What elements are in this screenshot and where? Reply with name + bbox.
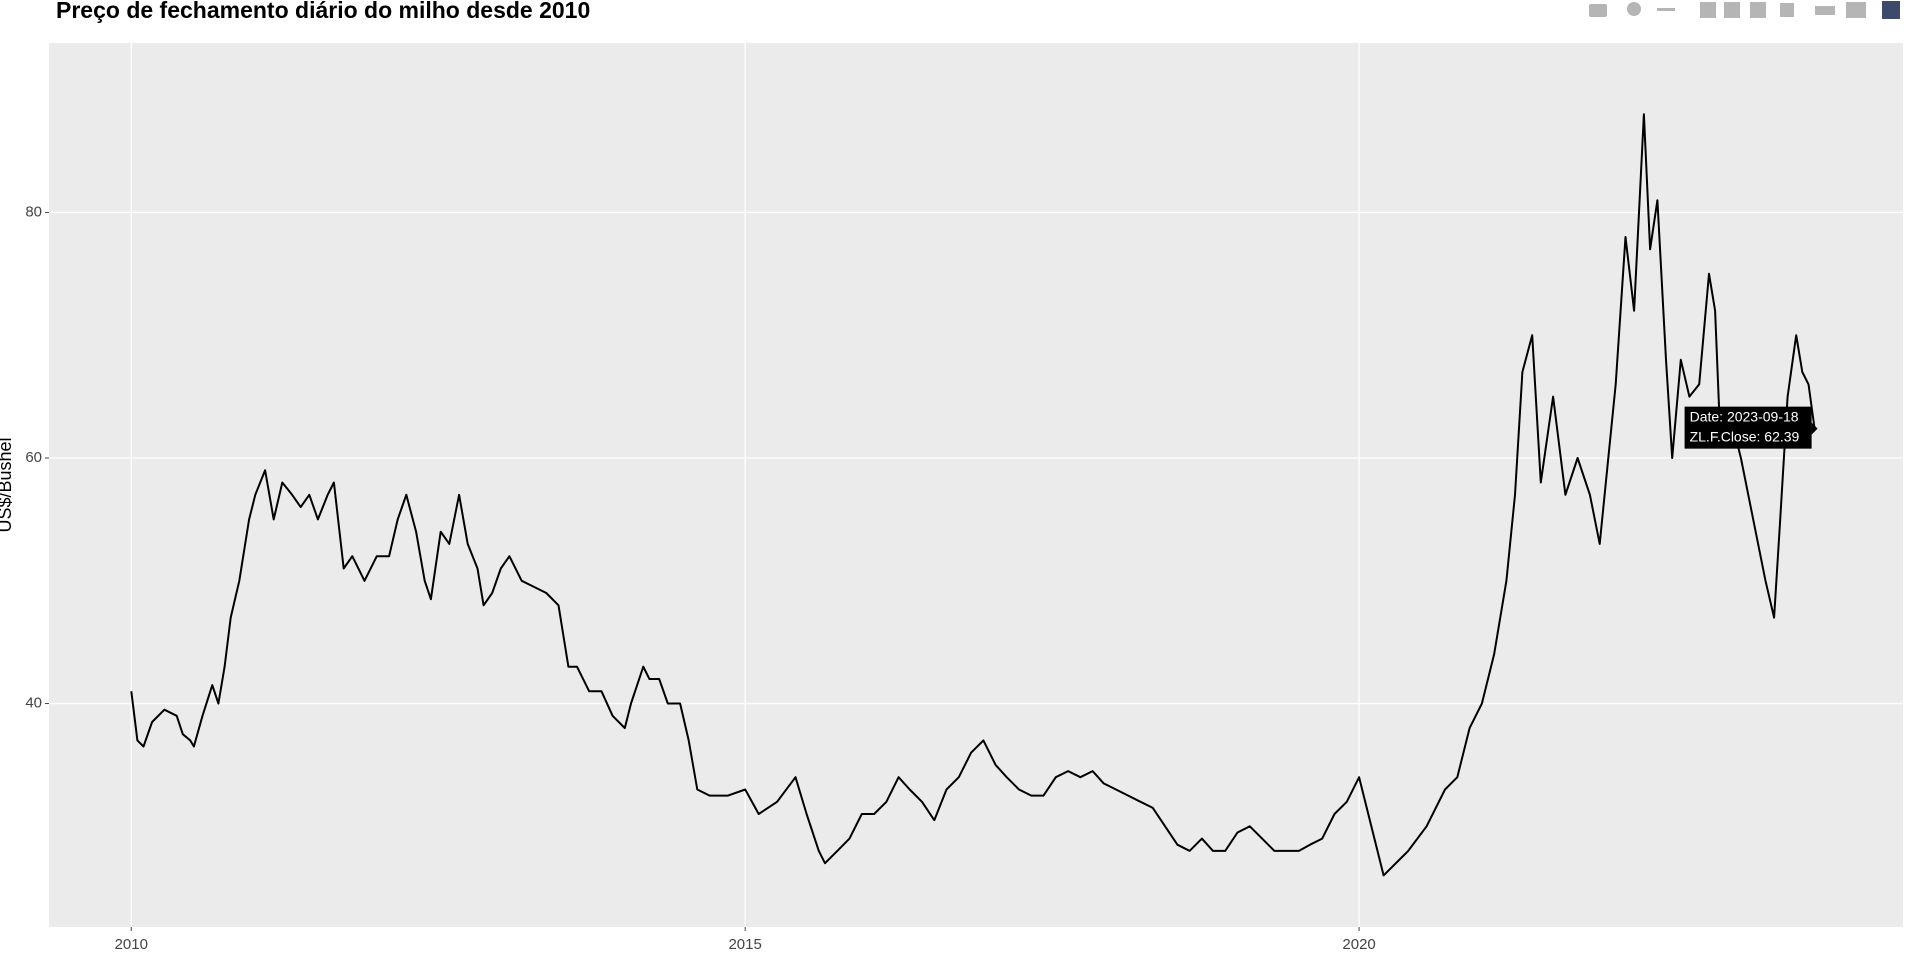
tooltip: Date: 2023-09-18 ZL.F.Close: 62.39 xyxy=(1684,406,1818,449)
chart-title: Preço de fechamento diário do milho desd… xyxy=(56,0,590,23)
zoom-in-icon[interactable] xyxy=(1700,2,1716,18)
zoom-icon[interactable] xyxy=(1627,2,1641,16)
compare-icon[interactable] xyxy=(1846,2,1866,18)
tooltip-text: ZL.F.Close: 62.39 xyxy=(1690,428,1800,444)
autoscale-icon[interactable] xyxy=(1750,2,1766,18)
plotly-logo[interactable] xyxy=(1882,1,1900,19)
zoom-out-icon[interactable] xyxy=(1724,2,1740,18)
price-line xyxy=(130,113,1816,877)
y-axis-label: US$/Bushel xyxy=(0,437,15,532)
y-tick-label: 80 xyxy=(25,203,42,220)
x-tick-label: 2015 xyxy=(728,936,761,953)
x-tick-label: 2010 xyxy=(115,936,148,953)
plot-background xyxy=(49,43,1903,927)
camera-icon[interactable] xyxy=(1589,4,1607,17)
y-tick-label: 60 xyxy=(25,449,42,466)
pan-icon[interactable] xyxy=(1657,8,1675,11)
x-tick-label: 2020 xyxy=(1342,936,1375,953)
tooltip-box xyxy=(1684,406,1812,449)
y-tick-label: 40 xyxy=(25,695,42,712)
toolbar xyxy=(1589,1,1900,19)
tooltip-pointer xyxy=(1811,422,1818,435)
spike-icon[interactable] xyxy=(1815,6,1835,15)
tooltip-text: Date: 2023-09-18 xyxy=(1690,408,1799,424)
reset-icon[interactable] xyxy=(1780,3,1794,17)
